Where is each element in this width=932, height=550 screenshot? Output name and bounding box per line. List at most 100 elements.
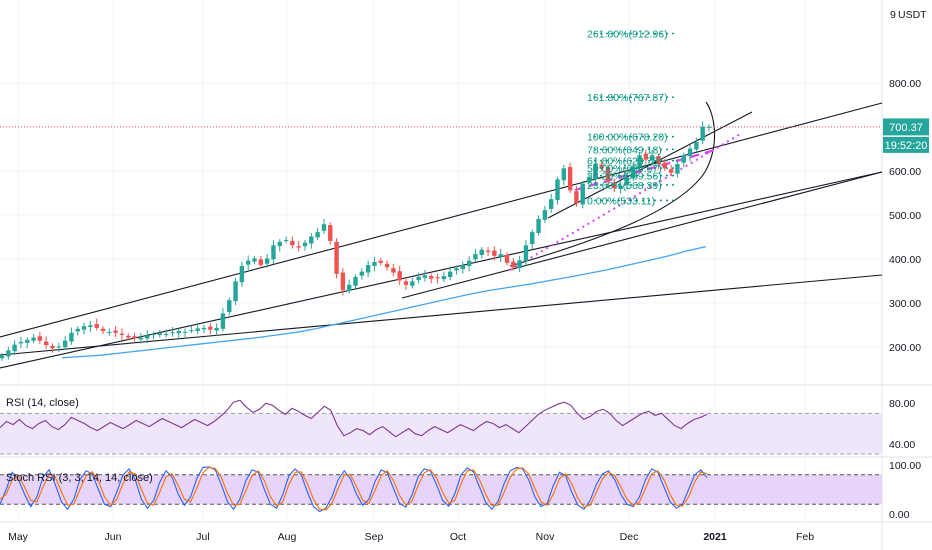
stoch-title[interactable]: Stoch RSI (3, 3, 14, 14, close) bbox=[6, 472, 153, 484]
price-pane[interactable] bbox=[0, 0, 882, 385]
rsi-tick-label: 80.00 bbox=[889, 398, 915, 410]
candle-body bbox=[138, 337, 144, 340]
time-tick-label: 2021 bbox=[703, 531, 727, 543]
candle bbox=[233, 277, 238, 306]
parabolic-curve[interactable] bbox=[509, 101, 716, 267]
candle-body bbox=[189, 330, 194, 332]
candle-body bbox=[536, 218, 541, 233]
candle-body bbox=[309, 236, 314, 244]
candle-body bbox=[441, 276, 447, 280]
moving-average-line bbox=[61, 245, 707, 359]
candle-body bbox=[37, 336, 43, 341]
moving-average[interactable] bbox=[61, 245, 707, 359]
fib-level-label: 0.00%(533.11) bbox=[587, 195, 655, 207]
candle-body bbox=[100, 328, 106, 332]
candle bbox=[245, 255, 251, 270]
candle bbox=[542, 205, 548, 224]
candle bbox=[694, 137, 699, 153]
rsi-pane[interactable] bbox=[0, 399, 708, 438]
candle-body bbox=[258, 259, 264, 266]
price-tick-label: 300.00 bbox=[889, 298, 921, 310]
candle bbox=[170, 327, 175, 337]
candle-body bbox=[346, 284, 352, 292]
candle-body bbox=[233, 281, 238, 302]
candle bbox=[290, 236, 295, 249]
candle-body bbox=[460, 265, 466, 270]
candle-body bbox=[283, 240, 289, 242]
candle-body bbox=[365, 265, 371, 273]
candle bbox=[612, 178, 617, 193]
candle-body bbox=[151, 334, 156, 336]
candle-body bbox=[25, 339, 30, 343]
fib-level: 61.80%(623.78) bbox=[587, 156, 676, 168]
dashed-trend-line[interactable] bbox=[574, 148, 716, 192]
candle bbox=[593, 159, 598, 184]
candle-body bbox=[586, 177, 592, 183]
candle bbox=[353, 274, 358, 290]
candle-body bbox=[290, 240, 295, 246]
price-axis[interactable] bbox=[882, 0, 932, 550]
candle-body bbox=[176, 331, 181, 334]
candle-body bbox=[302, 242, 308, 247]
candle bbox=[391, 263, 396, 277]
candle bbox=[624, 171, 630, 190]
rsi-tick-label: 40.00 bbox=[889, 439, 915, 451]
candle bbox=[309, 232, 314, 249]
candle bbox=[441, 271, 447, 282]
stoch-tick-label: 100.00 bbox=[889, 460, 921, 472]
candle-body bbox=[624, 177, 630, 185]
candle-body bbox=[163, 334, 169, 336]
candle bbox=[264, 254, 270, 268]
candle bbox=[372, 256, 377, 272]
candle bbox=[31, 334, 36, 344]
candle bbox=[365, 260, 371, 278]
candle-body bbox=[397, 271, 402, 281]
candle-body bbox=[252, 258, 257, 262]
candle-body bbox=[6, 350, 11, 357]
candle bbox=[195, 323, 200, 335]
candle bbox=[492, 246, 497, 261]
candle bbox=[201, 325, 207, 334]
candle bbox=[662, 159, 668, 172]
candle bbox=[138, 333, 144, 344]
candle-body bbox=[170, 332, 175, 334]
currency-label[interactable]: 9 USDT bbox=[890, 9, 927, 21]
candle-body bbox=[631, 166, 636, 179]
candle bbox=[668, 164, 674, 177]
fib-level: 23.60%(568.39) bbox=[587, 180, 676, 192]
candle-body bbox=[43, 341, 49, 346]
candle bbox=[574, 185, 579, 207]
candle bbox=[359, 268, 365, 280]
candle bbox=[466, 256, 472, 272]
candle-body bbox=[12, 344, 17, 352]
channel-upper-line[interactable] bbox=[0, 102, 883, 338]
support-trendline[interactable] bbox=[401, 171, 883, 299]
candle bbox=[561, 164, 567, 186]
time-tick-label: Oct bbox=[450, 531, 466, 543]
candle-body bbox=[479, 249, 484, 255]
candle bbox=[384, 260, 390, 271]
candle-body bbox=[694, 142, 699, 150]
fib-level: 38.20%(589.56) bbox=[587, 171, 676, 183]
price-tick-label: 200.00 bbox=[889, 342, 921, 354]
svg-text:9: 9 bbox=[890, 9, 896, 21]
stoch-pane[interactable] bbox=[0, 466, 708, 513]
candle bbox=[182, 328, 188, 338]
candle-body bbox=[675, 163, 680, 174]
price-tick-label: 500.00 bbox=[889, 210, 921, 222]
candle bbox=[157, 329, 163, 338]
candle-body bbox=[75, 328, 80, 332]
candle-body bbox=[119, 333, 125, 335]
stoch-d-line bbox=[0, 466, 708, 511]
candle bbox=[296, 240, 301, 252]
fib-level: 161.80%(767.87) bbox=[587, 92, 676, 104]
candle bbox=[548, 193, 554, 213]
candle-body bbox=[359, 271, 365, 276]
candle bbox=[334, 238, 339, 279]
fib-extension[interactable]: 261.80%(912.96) 161.80%(767.87) 100.00%(67… bbox=[587, 28, 676, 207]
candle bbox=[328, 222, 333, 245]
rsi-title[interactable]: RSI (14, close) bbox=[6, 397, 79, 409]
candle bbox=[706, 124, 712, 132]
candles[interactable] bbox=[0, 121, 712, 361]
